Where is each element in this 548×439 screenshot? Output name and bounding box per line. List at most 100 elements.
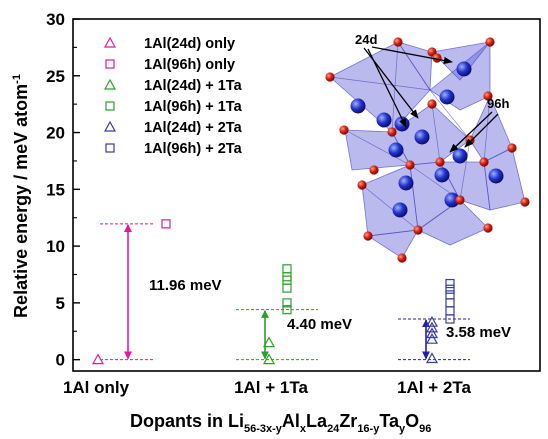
oxygen-atom: [483, 91, 493, 101]
legend-entry-label: 1Al(96h) + 2Ta: [144, 141, 243, 157]
plot-frame: [72, 18, 541, 372]
inset-pointer-arrow: [371, 46, 453, 65]
legend: 1Al(24d) only 1Al(96h) only 1Al(24d) + 1Ta…: [103, 36, 243, 157]
legend-entry-label: 1Al(24d) + 1Ta: [144, 78, 243, 94]
cation-atom: [456, 61, 472, 77]
legend-marker: [103, 36, 117, 48]
oxygen-atom: [432, 53, 442, 63]
legend-marker: [103, 78, 117, 90]
polyhedron-face: [366, 229, 419, 259]
y-axis-title: Relative energy / meV atom-1: [11, 74, 31, 318]
data-point: [262, 336, 276, 348]
data-point: [445, 278, 455, 289]
oxygen-atom: [393, 37, 403, 47]
oxygen-atom: [339, 125, 349, 135]
data-point: [425, 321, 439, 333]
data-point: [91, 353, 105, 365]
x-category-label: 1Al + 2Ta: [397, 378, 471, 397]
legend-marker: [103, 120, 117, 132]
legend-entry-label: 1Al(24d) only: [144, 36, 235, 52]
inset-label-24d: 24d: [355, 32, 377, 47]
cation-atom: [376, 112, 392, 128]
data-point: [425, 315, 439, 327]
legend-entry-label: 1Al(24d) + 2Ta: [144, 120, 243, 136]
polyhedron-edge: [429, 89, 471, 141]
cation-atom: [392, 202, 408, 218]
polyhedron-face: [361, 164, 419, 237]
legend-marker: [105, 59, 115, 69]
crystal-structure-inset: 24d 96h: [325, 32, 530, 263]
inset-pointer-arrow: [449, 111, 493, 153]
polyhedron-edge: [459, 139, 471, 201]
x-category-label: 1Al only: [63, 378, 130, 397]
cation-atom: [350, 98, 366, 114]
legend-entry-label: 1Al(96h) + 1Ta: [144, 99, 243, 115]
oxygen-atom: [520, 197, 530, 207]
cation-atom: [452, 148, 468, 164]
oxygen-atom: [485, 37, 495, 47]
oxygen-atom: [435, 157, 445, 167]
x-category-label: 1Al + 1Ta: [234, 378, 308, 397]
polyhedron-edge: [483, 95, 491, 163]
oxygen-atom: [357, 180, 367, 190]
oxygen-atom: [363, 231, 373, 241]
oxygen-atom: [507, 143, 517, 153]
plot-border: [72, 18, 541, 372]
cation-atom: [444, 192, 460, 208]
cation-atom: [398, 175, 414, 191]
energy-gap-label: 4.40 meV: [287, 316, 352, 333]
oxygen-atom: [405, 160, 415, 170]
data-points: [91, 219, 455, 365]
data-point: [161, 219, 171, 229]
polyhedron-face: [439, 161, 491, 211]
y-tick-label: 25: [46, 67, 65, 86]
data-point: [425, 352, 439, 364]
energy-gap-label: 11.96 meV: [149, 277, 222, 294]
energy-annotations: 11.96 meV 4.40 meV 3.58 meV: [100, 223, 511, 361]
legend-marker: [105, 143, 115, 153]
oxygen-atom: [483, 223, 493, 233]
polyhedron-edge: [431, 103, 441, 163]
data-point: [445, 290, 455, 300]
polyhedron-edge: [391, 41, 399, 133]
data-point: [445, 306, 455, 316]
oxygen-atom: [387, 127, 397, 137]
y-tick-label: 0: [56, 351, 65, 370]
cation-atom: [388, 142, 404, 158]
data-point: [445, 284, 455, 294]
oxygen-atom: [397, 253, 407, 263]
oxygen-atom: [325, 72, 335, 82]
inset-label-96h: 96h: [487, 96, 509, 111]
axis-ticks: 0 5 10 15 20 25 30 1Al only 1Al + 1Ta 1Al + 2Ta: [46, 10, 471, 397]
inset-pointer-arrow: [464, 113, 499, 148]
data-point: [445, 314, 455, 324]
polyhedron-edge: [329, 76, 431, 91]
polyhedron-edge: [361, 184, 419, 231]
cation-atom: [488, 168, 504, 184]
y-tick-label: 30: [46, 10, 65, 29]
oxygen-atom: [427, 99, 437, 109]
x-axis-title: Dopants in Li56-3x-yAlxLa24Zr16-yTayO96: [130, 411, 431, 435]
polyhedron-edge: [344, 129, 411, 166]
axis-titles: Relative energy / meV atom-1 Dopants in L…: [11, 74, 431, 435]
data-point: [262, 353, 276, 365]
oxygen-atom: [455, 195, 465, 205]
legend-entry-label: 1Al(96h) only: [144, 57, 235, 73]
data-point: [282, 283, 292, 293]
energy-gap-label: 3.58 meV: [446, 324, 511, 341]
legend-marker: [105, 101, 115, 111]
data-point: [282, 264, 292, 274]
oxygen-atom: [369, 165, 379, 175]
data-point: [425, 332, 439, 344]
data-point: [425, 327, 439, 339]
y-tick-label: 20: [46, 124, 65, 143]
polyhedron-face: [431, 41, 491, 81]
data-point: [282, 305, 292, 315]
data-point: [282, 298, 292, 308]
oxygen-atom: [479, 157, 489, 167]
cation-atom: [414, 129, 430, 145]
y-tick-label: 10: [46, 237, 65, 256]
oxygen-atom: [413, 225, 423, 235]
y-tick-label: 5: [56, 294, 65, 313]
cation-atom: [434, 167, 450, 183]
